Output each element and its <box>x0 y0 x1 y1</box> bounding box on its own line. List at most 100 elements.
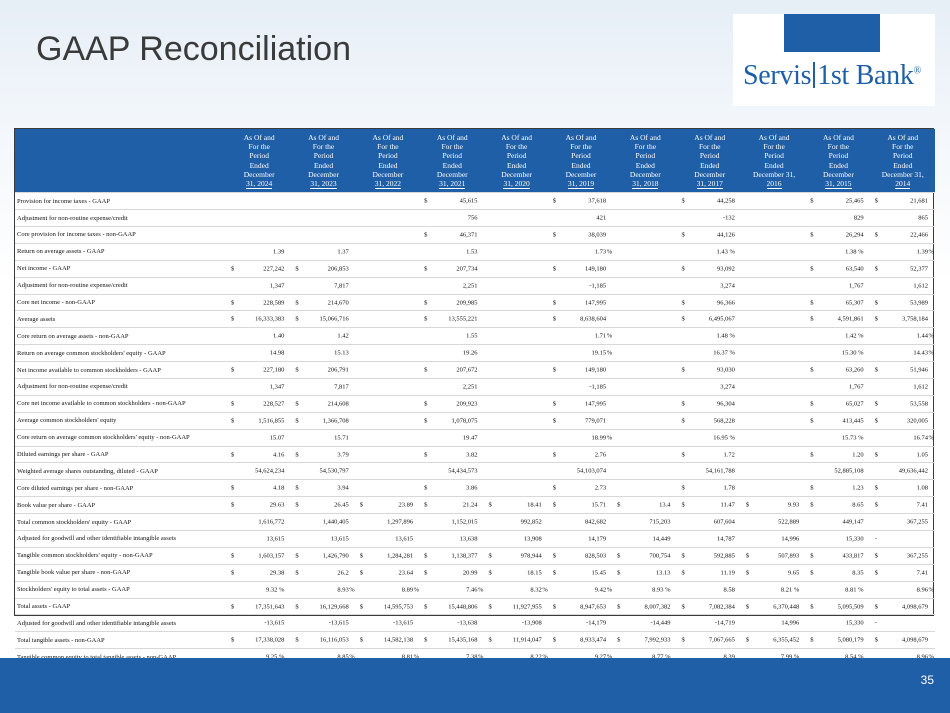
currency-symbol: $ <box>810 636 814 644</box>
cell-value: 1,516,855 <box>258 417 285 425</box>
cell-value: 1.73 <box>594 248 607 256</box>
table-cell: $700,754 <box>613 546 678 565</box>
row-label: Average common stockholders' equity <box>15 411 227 430</box>
currency-symbol: $ <box>810 501 814 509</box>
cell-value: 54,624,234 <box>255 467 285 475</box>
table-cell: $6,495,067 <box>677 310 742 328</box>
cell-value: -13,615 <box>393 619 414 627</box>
table-cell: 14,179 <box>548 530 614 548</box>
table-cell: $96,304 <box>677 394 742 413</box>
cell-value: 1,612 <box>913 282 928 290</box>
currency-symbol: $ <box>874 501 878 509</box>
percent-sign: % <box>606 434 613 442</box>
column-header-line: For the <box>248 142 270 152</box>
cell-value: 3.94 <box>337 484 349 492</box>
table-cell <box>355 411 421 430</box>
currency-symbol: - <box>874 535 877 543</box>
percent-sign: % <box>478 586 484 594</box>
table-cell: 1.38 % <box>806 242 871 261</box>
currency-symbol: $ <box>552 231 557 239</box>
currency-symbol: $ <box>681 552 685 560</box>
cell-value: 367,255 <box>906 552 928 560</box>
column-header-line: As Of and <box>243 133 275 142</box>
column-header-line: 2016 <box>766 179 782 190</box>
cell-value: 607,604 <box>713 518 735 526</box>
table-cell <box>741 361 807 379</box>
table-cell: 15,330 <box>806 530 871 548</box>
cell-value: 26.45 <box>334 501 349 509</box>
cell-value: 8.93 % <box>652 586 671 594</box>
registered-mark: ® <box>913 65 922 77</box>
table-cell: $16,116,053 <box>291 631 356 649</box>
cell-value: 14,449 <box>652 535 671 543</box>
cell-value: 21.24 <box>462 501 478 509</box>
table-cell <box>484 378 549 396</box>
currency-symbol: $ <box>552 417 557 425</box>
table-cell: $11,927,955 <box>484 597 549 615</box>
cell-value: 1,612 <box>913 383 928 391</box>
cell-value: 507,893 <box>778 552 800 560</box>
column-header-line: Period <box>699 151 720 161</box>
cell-value: 1,297,896 <box>387 518 414 526</box>
cell-value: 17,338,028 <box>255 636 285 644</box>
header-row: As Of and For the Period Ended December 31, 2… <box>15 129 935 193</box>
table-cell: 15.71 <box>291 428 356 447</box>
cell-value: 1,078,075 <box>451 417 478 425</box>
percent-sign: % <box>606 349 613 357</box>
table-cell: $5,095,509 <box>806 597 871 615</box>
currency-symbol: $ <box>810 400 814 408</box>
table-cell: 367,255 <box>870 513 935 531</box>
table-cell: $207,734 <box>420 259 485 278</box>
table-cell: $507,893 <box>741 546 807 565</box>
table-cell: 1.53 <box>420 242 485 261</box>
column-header-line: Ended <box>893 160 913 170</box>
cell-value: -1,185 <box>589 383 607 391</box>
column-header-line: As Of and <box>372 133 404 142</box>
table-cell <box>355 428 421 447</box>
currency-symbol: $ <box>552 366 557 374</box>
cell-value: 7.41 <box>916 501 928 509</box>
table-cell: $13,555,221 <box>420 310 485 328</box>
currency-symbol: $ <box>552 197 557 205</box>
column-header-line: For the <box>892 142 914 152</box>
table-cell: -13,615 <box>355 614 421 632</box>
cell-value: 1.55 <box>466 332 478 340</box>
table-row: Weighted average shares outstanding, dil… <box>15 462 935 480</box>
table-cell: 1,612 <box>870 276 935 295</box>
cell-value: 96,366 <box>717 299 735 306</box>
currency-symbol: $ <box>424 484 428 492</box>
cell-value: 1,138,377 <box>451 552 478 560</box>
column-header: As Of and For the Period Ended December 31, 2… <box>291 129 356 193</box>
currency-symbol: $ <box>424 231 428 239</box>
table-cell: $13.4 <box>613 496 678 514</box>
table-cell: 13,615 <box>227 530 292 548</box>
cell-value: 4.16 <box>272 451 285 459</box>
cell-value: 829 <box>853 214 864 222</box>
table-cell: 8.58 <box>677 580 742 599</box>
cell-value: 22,466 <box>910 231 928 239</box>
table-cell: 715,203 <box>613 513 678 531</box>
cell-value: 8.96 <box>916 586 928 594</box>
cell-value: 1.23 <box>852 484 864 492</box>
table-cell <box>291 226 356 244</box>
table-cell: $592,885 <box>677 546 742 565</box>
currency-symbol: $ <box>231 569 235 577</box>
currency-symbol: $ <box>874 197 878 205</box>
cell-value: 8.77 % <box>652 654 670 661</box>
table-cell: -14,179 <box>548 614 614 632</box>
table-cell <box>741 293 807 311</box>
table-cell: 8.93% <box>291 580 356 599</box>
currency-symbol: $ <box>231 265 235 273</box>
cell-value: 53,989 <box>910 299 928 306</box>
table-cell: $6,370,448 <box>741 597 807 615</box>
table-cell: $4,591,861 <box>806 310 871 328</box>
row-label: Core return on average common stockholde… <box>15 428 227 447</box>
table-cell: 19.26 <box>420 344 485 362</box>
table-cell: $52,377 <box>870 259 935 278</box>
cell-value: 16,116,053 <box>319 636 349 644</box>
row-label: Net income - GAAP <box>15 259 227 278</box>
table-row: Core net income available to common stoc… <box>15 394 935 413</box>
column-header-line: Ended <box>828 160 848 170</box>
currency-symbol: $ <box>231 400 235 408</box>
currency-symbol: $ <box>424 636 428 644</box>
